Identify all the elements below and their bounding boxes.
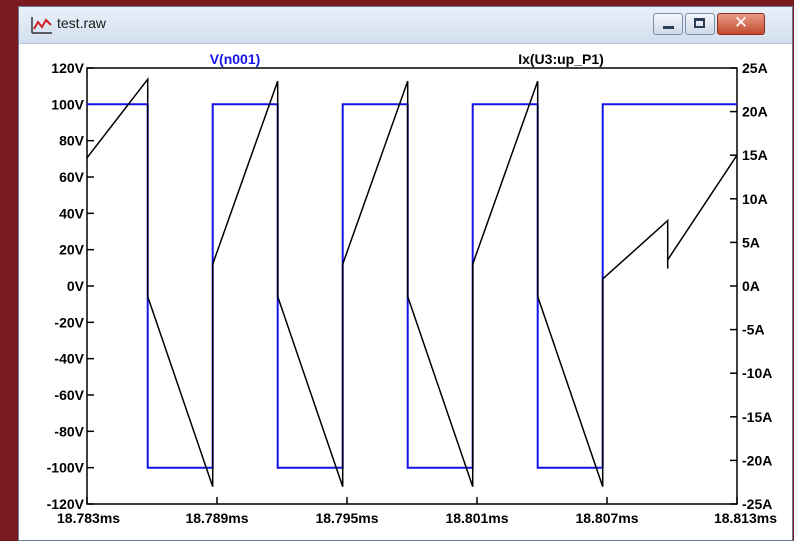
maximize-icon (694, 18, 705, 28)
plot-window: test.raw ✕ 120V 100V 80V 60V 40V 20V 0V -20V -40… (18, 6, 793, 541)
window-title: test.raw (57, 15, 107, 31)
traces (86, 77, 738, 487)
right-tick-label: 10A (742, 191, 768, 207)
x-tick-label: 18.783ms (57, 510, 120, 526)
x-axis: 18.783ms 18.789ms 18.795ms 18.801ms 18.807ms… (57, 497, 777, 526)
minimize-icon (663, 26, 674, 29)
x-tick-label: 18.795ms (315, 510, 378, 526)
right-tick-label: 5A (742, 234, 760, 250)
left-tick-label: -40V (54, 351, 84, 367)
waveform-plot[interactable]: 120V 100V 80V 60V 40V 20V 0V -20V -40V -60V -80V -1… (19, 7, 792, 540)
left-tick-label: -80V (54, 423, 84, 439)
right-tick-label: -5A (742, 322, 765, 338)
right-tick-label: -20A (742, 452, 772, 468)
maximize-button[interactable] (685, 13, 715, 35)
left-tick-label: 80V (59, 133, 85, 149)
left-tick-label: 120V (51, 60, 84, 76)
minimize-button[interactable] (653, 13, 683, 35)
left-tick-label: -100V (47, 460, 85, 476)
left-tick-label: 40V (59, 205, 85, 221)
right-axis: 25A 20A 15A 10A 5A 0A -5A -10A -15A -20A -25A (730, 60, 772, 512)
right-tick-label: -10A (742, 365, 772, 381)
left-axis: 120V 100V 80V 60V 40V 20V 0V -20V -40V -60V -80V -1… (47, 60, 94, 512)
x-tick-label: 18.801ms (445, 510, 508, 526)
plot-area-frame (86, 67, 738, 505)
trace-title-voltage[interactable]: V(n001) (210, 51, 261, 67)
right-tick-label: 25A (742, 60, 768, 76)
left-tick-label: 0V (67, 278, 85, 294)
left-tick-label: -60V (54, 387, 84, 403)
left-tick-label: 60V (59, 169, 85, 185)
current-trace[interactable] (86, 77, 738, 487)
left-tick-label: -120V (47, 496, 85, 512)
right-tick-label: 0A (742, 278, 760, 294)
close-button[interactable]: ✕ (717, 13, 765, 35)
right-tick-label: -15A (742, 409, 772, 425)
trace-title-current[interactable]: Ix(U3:up_P1) (518, 51, 604, 67)
title-bar[interactable]: test.raw ✕ (19, 7, 792, 44)
left-tick-label: 20V (59, 242, 85, 258)
waveform-icon (31, 17, 52, 34)
x-tick-label: 18.807ms (575, 510, 638, 526)
left-tick-label: 100V (51, 96, 84, 112)
right-tick-label: 15A (742, 147, 768, 163)
right-tick-label: 20A (742, 104, 768, 120)
left-tick-label: -20V (54, 314, 84, 330)
x-tick-label: 18.789ms (185, 510, 248, 526)
x-tick-label: 18.813ms (714, 510, 777, 526)
right-tick-label: -25A (742, 496, 772, 512)
close-icon: ✕ (733, 13, 749, 33)
